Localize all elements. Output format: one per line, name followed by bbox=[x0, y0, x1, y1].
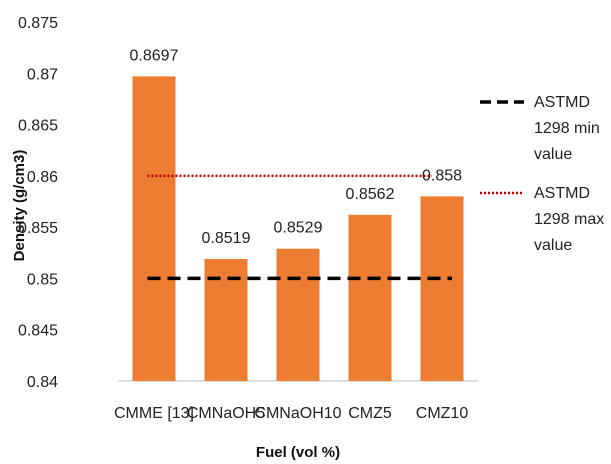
y-tick-label: 0.85 bbox=[27, 271, 58, 288]
legend-label: 1298 max bbox=[534, 211, 604, 228]
reference-lines bbox=[147, 174, 452, 281]
data-label: 0.858 bbox=[422, 167, 462, 184]
x-tick-label: CMME [13] bbox=[114, 405, 194, 422]
y-tick-label: 0.87 bbox=[27, 66, 58, 83]
y-axis-ticks: 0.84 0.845 0.85 0.855 0.86 0.865 0.87 0.875 bbox=[18, 15, 58, 391]
legend: ASTMD 1298 min value ASTMD 1298 max value bbox=[480, 94, 604, 254]
bar-cmz10 bbox=[420, 196, 464, 381]
legend-label: ASTMD bbox=[534, 94, 590, 111]
x-tick-label: CMZ10 bbox=[416, 405, 469, 422]
y-axis-title: Density (g/cm3) bbox=[11, 150, 28, 262]
data-label: 0.8529 bbox=[274, 220, 323, 237]
bar-cmme-13 bbox=[132, 76, 176, 381]
y-tick-label: 0.855 bbox=[18, 220, 58, 237]
legend-label: ASTMD bbox=[534, 185, 590, 202]
bar-cmnaoh10 bbox=[276, 248, 320, 381]
x-axis-title: Fuel (vol %) bbox=[256, 444, 340, 461]
y-tick-label: 0.84 bbox=[27, 374, 58, 391]
legend-label: value bbox=[534, 146, 572, 163]
y-tick-label: 0.845 bbox=[18, 323, 58, 340]
legend-label: 1298 min bbox=[534, 120, 600, 137]
data-labels: 0.8697 0.8519 0.8529 0.8562 0.858 bbox=[130, 47, 463, 247]
bar-cmz5 bbox=[348, 214, 392, 381]
legend-label: value bbox=[534, 237, 572, 254]
data-label: 0.8562 bbox=[346, 186, 395, 203]
y-tick-label: 0.875 bbox=[18, 15, 58, 32]
y-tick-label: 0.865 bbox=[18, 118, 58, 135]
x-tick-label: CMZ5 bbox=[348, 405, 392, 422]
data-label: 0.8697 bbox=[130, 47, 179, 64]
x-tick-label: CMNaOH10 bbox=[254, 405, 341, 422]
y-tick-label: 0.86 bbox=[27, 169, 58, 186]
data-label: 0.8519 bbox=[202, 230, 251, 247]
x-tick-label: CMNaOH5 bbox=[187, 405, 265, 422]
